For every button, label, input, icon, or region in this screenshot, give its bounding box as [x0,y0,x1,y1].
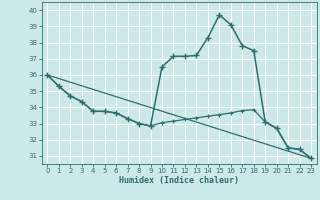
X-axis label: Humidex (Indice chaleur): Humidex (Indice chaleur) [119,176,239,185]
